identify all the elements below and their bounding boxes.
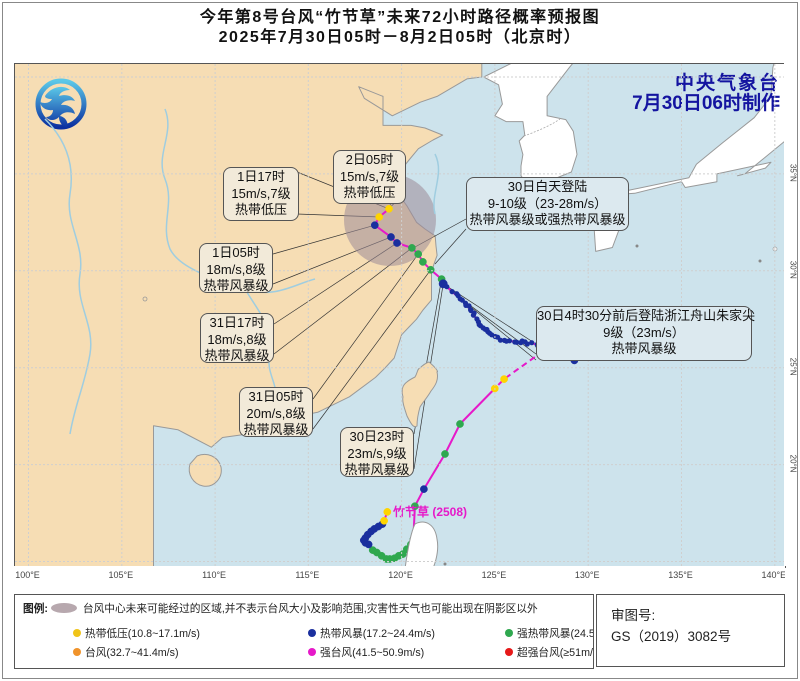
svg-text:30°N: 30°N	[789, 261, 798, 279]
svg-text:35°N: 35°N	[789, 164, 798, 182]
svg-text:竹节草 (2508): 竹节草 (2508)	[392, 504, 467, 519]
svg-text:130°E: 130°E	[575, 570, 600, 580]
svg-text:7月30日06时制作: 7月30日06时制作	[632, 91, 780, 114]
svg-text:100°E: 100°E	[15, 570, 40, 580]
svg-text:140°E: 140°E	[761, 570, 785, 580]
svg-text:20°N: 20°N	[789, 455, 798, 473]
svg-text:120°E: 120°E	[388, 570, 413, 580]
svg-text:25°N: 25°N	[789, 358, 798, 376]
svg-text:110°E: 110°E	[202, 570, 226, 580]
svg-text:125°E: 125°E	[482, 570, 507, 580]
svg-text:中央气象台: 中央气象台	[675, 71, 780, 94]
svg-text:115°E: 115°E	[295, 570, 319, 580]
svg-text:135°E: 135°E	[668, 570, 693, 580]
svg-text:105°E: 105°E	[108, 570, 133, 580]
